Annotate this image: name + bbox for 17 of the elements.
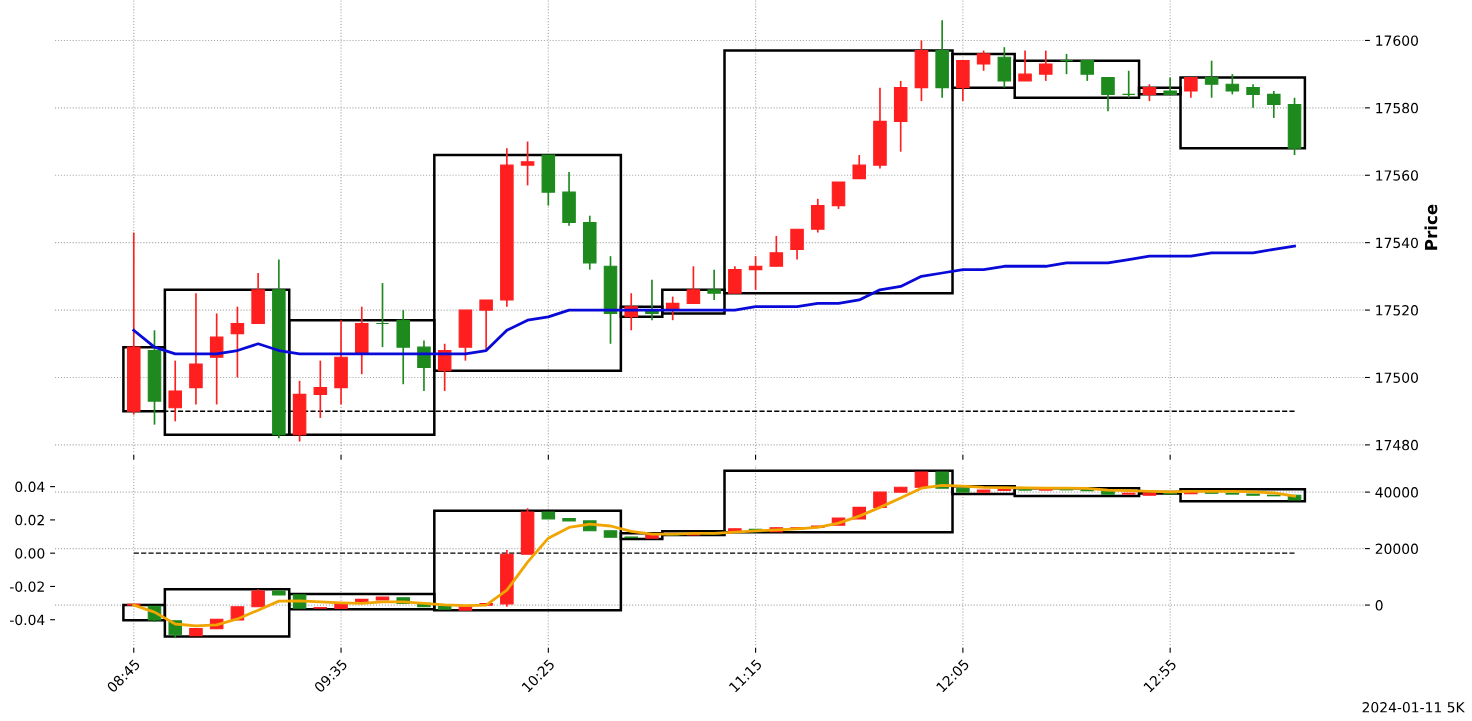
- y-tick-label: 17540: [1376, 237, 1418, 249]
- y-tick-label: -0.04: [10, 614, 45, 626]
- y-axis-title: Price: [1424, 204, 1438, 250]
- y-tick-label: 17520: [1376, 305, 1418, 316]
- y2-tick-label: 0: [1375, 600, 1383, 611]
- y-tick-label: 0.02: [15, 514, 44, 526]
- y2-tick-label: 40000: [1375, 487, 1418, 498]
- y-tick-label: 17580: [1376, 102, 1418, 114]
- y-tick-label: -0.02: [10, 581, 44, 592]
- y-tick-label: 17560: [1376, 170, 1418, 181]
- y2-tick-label: 20000: [1375, 543, 1418, 555]
- y-tick-label: 17500: [1376, 372, 1418, 383]
- y-tick-label: 0.04: [15, 481, 45, 493]
- y-tick-label: 17600: [1376, 35, 1418, 46]
- y-tick-label: 17480: [1376, 439, 1418, 451]
- text: 2024-01-11 5K: [1362, 702, 1465, 713]
- y-tick-label: 0.00: [15, 548, 45, 559]
